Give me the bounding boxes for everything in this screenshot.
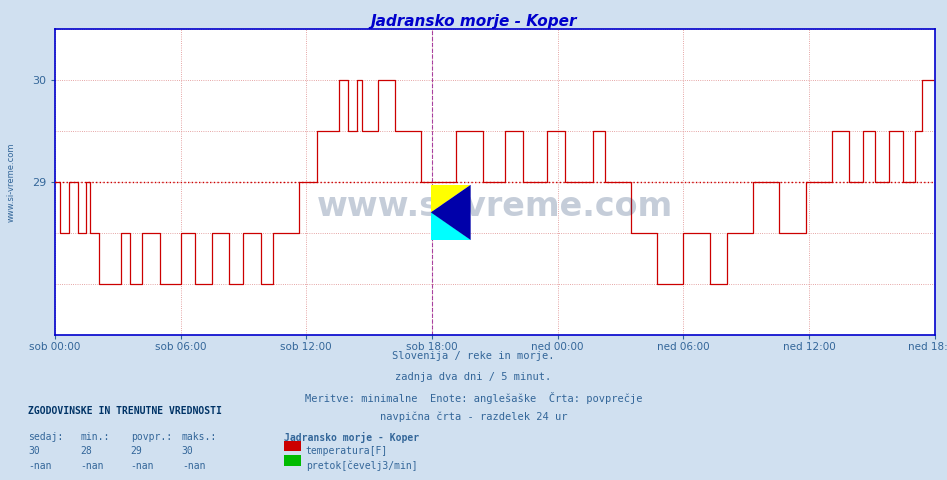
- Polygon shape: [431, 212, 471, 240]
- Text: www.si-vreme.com: www.si-vreme.com: [316, 190, 673, 223]
- Text: pretok[čevelj3/min]: pretok[čevelj3/min]: [306, 461, 418, 471]
- Polygon shape: [431, 185, 471, 240]
- Text: temperatura[F]: temperatura[F]: [306, 446, 388, 456]
- Text: 28: 28: [80, 446, 92, 456]
- Text: Jadransko morje - Koper: Jadransko morje - Koper: [284, 432, 420, 443]
- Text: 29: 29: [131, 446, 142, 456]
- Text: -nan: -nan: [131, 461, 154, 471]
- Text: 30: 30: [28, 446, 40, 456]
- Text: Meritve: minimalne  Enote: anglešaške  Črta: povprečje: Meritve: minimalne Enote: anglešaške Črt…: [305, 392, 642, 404]
- Text: maks.:: maks.:: [182, 432, 217, 442]
- Text: navpična črta - razdelek 24 ur: navpična črta - razdelek 24 ur: [380, 412, 567, 422]
- Text: 30: 30: [182, 446, 193, 456]
- Text: -nan: -nan: [80, 461, 104, 471]
- Text: www.si-vreme.com: www.si-vreme.com: [7, 143, 16, 222]
- Text: ZGODOVINSKE IN TRENUTNE VREDNOSTI: ZGODOVINSKE IN TRENUTNE VREDNOSTI: [28, 406, 223, 416]
- Text: povpr.:: povpr.:: [131, 432, 171, 442]
- Text: min.:: min.:: [80, 432, 110, 442]
- Text: Jadransko morje - Koper: Jadransko morje - Koper: [370, 14, 577, 29]
- Polygon shape: [431, 185, 471, 212]
- Text: sedaj:: sedaj:: [28, 432, 63, 442]
- Text: Slovenija / reke in morje.: Slovenija / reke in morje.: [392, 351, 555, 361]
- Text: -nan: -nan: [182, 461, 205, 471]
- Text: zadnja dva dni / 5 minut.: zadnja dva dni / 5 minut.: [396, 372, 551, 382]
- Text: -nan: -nan: [28, 461, 52, 471]
